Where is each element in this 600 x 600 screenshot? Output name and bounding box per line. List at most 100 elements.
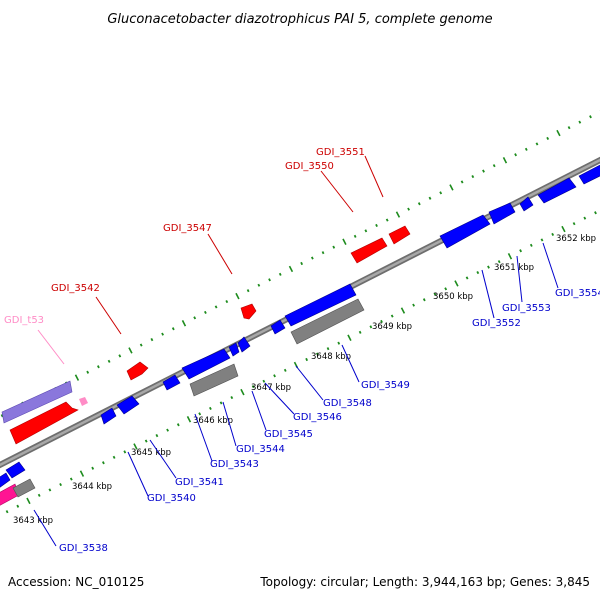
outer-tick-11 bbox=[86, 370, 90, 374]
gene-label-gdi-3542[interactable]: GDI_3542 bbox=[51, 283, 100, 294]
outer-tick-22 bbox=[204, 310, 207, 315]
gene-label-gdi-3552[interactable]: GDI_3552 bbox=[472, 318, 521, 329]
outer-tick-27 bbox=[257, 283, 261, 287]
gene-feature-gdi-3543[interactable] bbox=[162, 374, 181, 391]
gene-feature-gdi-3538b[interactable] bbox=[5, 461, 26, 479]
outer-tick-29 bbox=[278, 272, 282, 276]
gene-feature-gdi-3538[interactable] bbox=[0, 472, 11, 488]
outer-tick-53 bbox=[535, 142, 539, 146]
inner-tick-57 bbox=[583, 216, 587, 220]
gene-feature-gdi-3551[interactable] bbox=[388, 225, 411, 245]
outer-tick-16 bbox=[139, 343, 143, 347]
gray-feature-middle[interactable] bbox=[189, 363, 239, 397]
outer-tick-32 bbox=[310, 256, 314, 260]
gray-feature-right[interactable] bbox=[290, 298, 365, 345]
gene-feature-gdi-3547[interactable] bbox=[240, 303, 257, 320]
inner-tick-49 bbox=[497, 260, 501, 264]
inner-tick-15 bbox=[133, 443, 138, 450]
inner-tick-25 bbox=[240, 388, 245, 396]
gene-label-gdi-3551[interactable]: GDI_3551 bbox=[316, 147, 365, 158]
inner-tick-29 bbox=[283, 368, 287, 372]
outer-tick-45 bbox=[449, 184, 454, 191]
outer-tick-50 bbox=[502, 157, 508, 164]
gray-feature-left[interactable] bbox=[12, 478, 36, 498]
reverse-strand-features bbox=[0, 163, 600, 506]
outer-tick-47 bbox=[471, 174, 475, 179]
gene-feature-gdi-3545[interactable] bbox=[228, 342, 240, 357]
genome-summary-text: Topology: circular; Length: 3,944,163 bp… bbox=[259, 575, 590, 589]
gene-label-gdi-3544[interactable]: GDI_3544 bbox=[236, 444, 285, 455]
outer-tick-34 bbox=[332, 245, 336, 249]
gene-label-gdi-3546[interactable]: GDI_3546 bbox=[293, 412, 342, 423]
gene-label-gdi-3538[interactable]: GDI_3538 bbox=[59, 543, 108, 554]
inner-tick-55 bbox=[561, 225, 566, 233]
inner-tick-17 bbox=[155, 433, 159, 438]
map-title: Gluconacetobacter diazotrophicus PAI 5, … bbox=[107, 12, 492, 27]
gene-feature-gdi-3553b[interactable] bbox=[519, 196, 534, 212]
gene-feature-gdi-3549[interactable] bbox=[284, 283, 357, 327]
inner-tick-22 bbox=[209, 406, 212, 411]
gene-feature-gdi-3548[interactable] bbox=[270, 319, 286, 335]
outer-tick-30 bbox=[288, 265, 294, 273]
inner-tick-46 bbox=[465, 276, 469, 280]
gene-label-gdi-3549[interactable]: GDI_3549 bbox=[361, 380, 410, 391]
inner-tick-35 bbox=[347, 334, 352, 341]
gene-feature-gdi-3544[interactable] bbox=[181, 348, 231, 380]
gene-label-gdi-3541[interactable]: GDI_3541 bbox=[175, 477, 224, 488]
gene-feature-gdi-3550[interactable] bbox=[350, 237, 388, 264]
gene-feature-gdi-3540[interactable] bbox=[100, 407, 117, 425]
inner-tick-6 bbox=[37, 493, 41, 497]
gene-label-gdi-3543[interactable]: GDI_3543 bbox=[210, 459, 259, 470]
gene-feature-edge[interactable] bbox=[578, 163, 600, 185]
inner-tick-51 bbox=[519, 249, 522, 253]
inner-tick-47 bbox=[476, 270, 480, 275]
inner-tick-53 bbox=[540, 238, 544, 242]
gene-label-gdi-3548[interactable]: GDI_3548 bbox=[323, 398, 372, 409]
inner-tick-39 bbox=[390, 314, 394, 318]
gene-label-gdi-3554[interactable]: GDI_3554 bbox=[555, 288, 600, 299]
outer-tick-58 bbox=[589, 115, 592, 119]
outer-tick-55 bbox=[556, 129, 561, 137]
inner-tick-7 bbox=[48, 488, 52, 492]
gene-feature-gdi-3541[interactable] bbox=[116, 395, 140, 415]
outer-tick-28 bbox=[268, 278, 271, 282]
inner-tick-20 bbox=[186, 416, 192, 423]
inner-tick-13 bbox=[112, 455, 116, 459]
outer-tick-36 bbox=[353, 234, 357, 238]
outer-tick-21 bbox=[193, 316, 197, 320]
gene-label-gdi-t53[interactable]: GDI_t53 bbox=[4, 315, 44, 326]
inner-tick-23 bbox=[219, 401, 223, 405]
gene-label-gdi-3553[interactable]: GDI_3553 bbox=[502, 303, 551, 314]
gene-feature-gdi-3542[interactable] bbox=[9, 401, 79, 445]
gene-feature-gdi-3554[interactable] bbox=[537, 177, 577, 204]
gene-label-gdi-3550[interactable]: GDI_3550 bbox=[285, 161, 334, 172]
inner-tick-34 bbox=[337, 341, 341, 345]
trna-feature-gdi-t53[interactable] bbox=[79, 397, 88, 406]
gene-feature-gdi-3552[interactable] bbox=[439, 214, 491, 249]
outer-tick-3 bbox=[0, 414, 4, 418]
outer-tick-38 bbox=[375, 223, 378, 227]
gene-feature-gdi-3553[interactable] bbox=[488, 202, 516, 225]
outer-tick-10 bbox=[74, 374, 80, 381]
outer-tick-37 bbox=[364, 229, 368, 233]
outer-tick-44 bbox=[439, 191, 443, 195]
inner-tick-track bbox=[5, 211, 597, 514]
outer-tick-18 bbox=[161, 332, 164, 336]
outer-tick-20 bbox=[181, 320, 187, 327]
inner-tick-36 bbox=[358, 330, 362, 334]
gene-label-gdi-3547[interactable]: GDI_3547 bbox=[163, 223, 212, 234]
outer-tick-46 bbox=[460, 180, 464, 184]
gene-feature-gdi-3546[interactable] bbox=[237, 336, 251, 353]
inner-tick-58 bbox=[594, 211, 597, 215]
inner-tick-52 bbox=[529, 243, 533, 247]
gene-feature-gdi-3542b[interactable] bbox=[126, 361, 149, 381]
outer-tick-52 bbox=[524, 147, 528, 151]
inner-tick-54 bbox=[551, 232, 555, 237]
outer-tick-12 bbox=[97, 365, 100, 369]
tick-label-3643: 3643 kbp bbox=[13, 516, 53, 526]
purple-feature[interactable] bbox=[1, 380, 73, 424]
inner-tick-28 bbox=[273, 374, 276, 378]
gene-label-gdi-3545[interactable]: GDI_3545 bbox=[264, 429, 313, 440]
gene-label-gdi-3540[interactable]: GDI_3540 bbox=[147, 493, 196, 504]
